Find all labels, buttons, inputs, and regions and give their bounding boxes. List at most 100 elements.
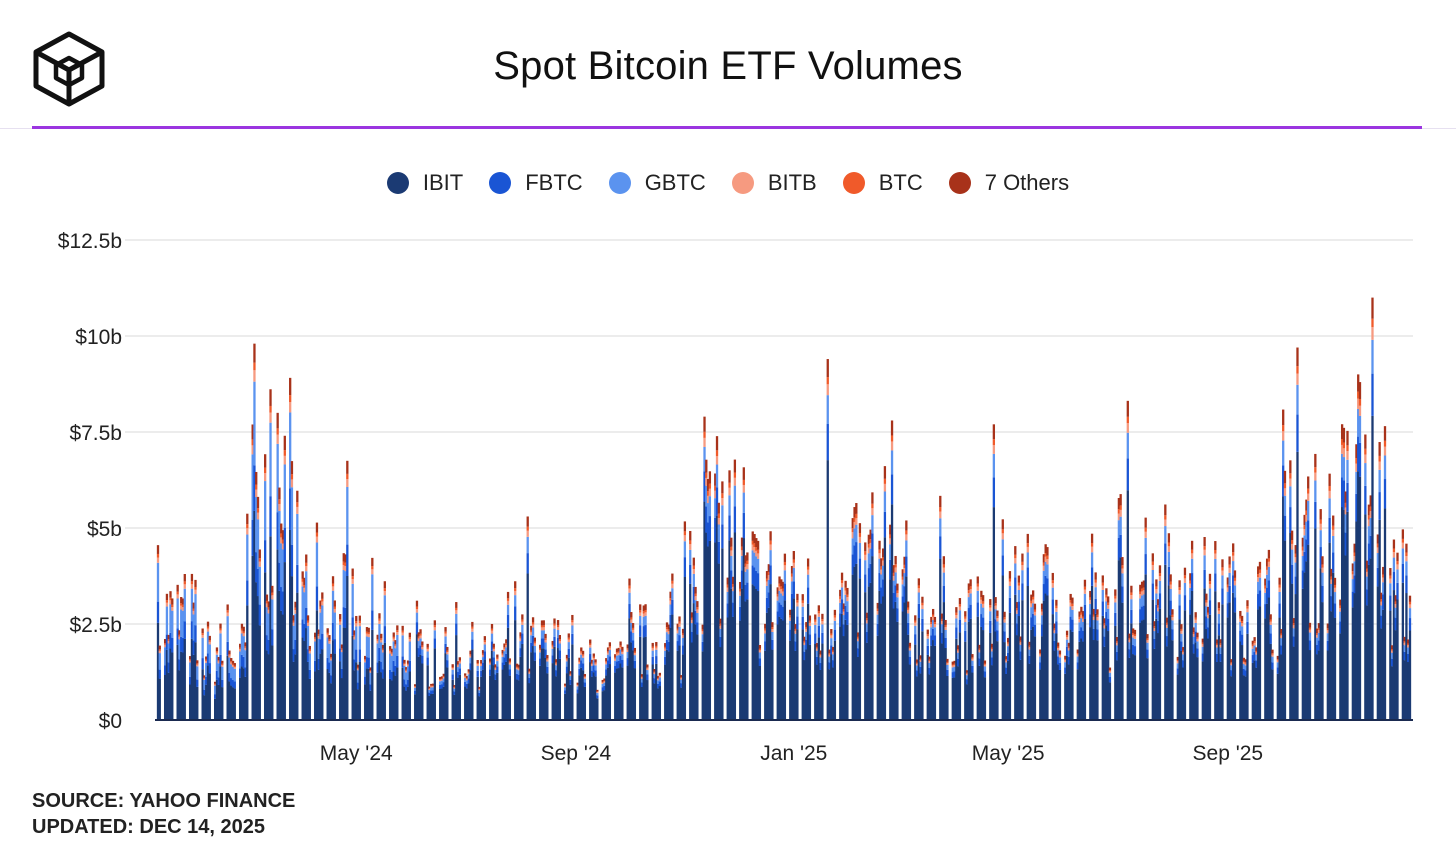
legend-item-bitb[interactable]: BITB — [731, 170, 817, 196]
bar-segment-7-others — [1264, 578, 1267, 586]
bar-segment-btc — [589, 643, 592, 646]
bar-segment-bitb — [608, 647, 612, 651]
bar-segment-ibit — [419, 654, 422, 720]
bar-segment-fbtc — [1271, 662, 1274, 670]
bar-segment-btc — [742, 479, 745, 485]
bar-segment-gbtc — [264, 481, 267, 541]
bar-segment-fbtc — [833, 629, 837, 641]
bar-segment-ibit — [889, 579, 892, 720]
bar-segment-bitb — [771, 629, 774, 632]
bar-segment-gbtc — [1332, 535, 1335, 553]
bar-segment-7-others — [619, 641, 622, 646]
bar-segment-7-others — [1330, 568, 1333, 577]
bar-segment-bitb — [189, 660, 192, 663]
bar-segment-fbtc — [383, 626, 386, 643]
bar-segment-7-others — [1371, 297, 1374, 319]
legend-swatch-gbtc — [608, 172, 631, 194]
bar-segment-fbtc — [242, 656, 245, 669]
bar-segment-bitb — [1157, 607, 1160, 612]
bar-segment-ibit — [1242, 675, 1246, 720]
legend-item-gbtc[interactable]: GBTC — [608, 170, 706, 196]
bar-segment-btc — [296, 502, 299, 507]
bar-segment-btc — [383, 588, 386, 592]
bar-segment-gbtc — [765, 585, 769, 598]
bar-segment-gbtc — [567, 642, 570, 650]
bar-segment-ibit — [726, 617, 729, 720]
bar-segment-7-others — [701, 624, 704, 630]
bar-segment-bitb — [1130, 595, 1133, 600]
bar-segment-bitb — [171, 607, 174, 611]
bar-segment-ibit — [940, 643, 944, 720]
bar-segment-ibit — [176, 644, 179, 720]
bar-segment-btc — [405, 669, 408, 671]
bar-segment-fbtc — [1305, 539, 1308, 562]
bar-segment-gbtc — [481, 657, 485, 663]
bar-segment-btc — [1046, 555, 1049, 560]
bar-segment-fbtc — [1132, 644, 1135, 655]
bar-segment-btc — [1126, 416, 1129, 424]
bar-segment-fbtc — [239, 668, 242, 678]
bar-segment-gbtc — [733, 485, 737, 507]
bar-segment-gbtc — [780, 593, 783, 605]
bar-segment-gbtc — [855, 524, 858, 543]
bar-segment-7-others — [1240, 615, 1244, 622]
bar-segment-fbtc — [1232, 575, 1235, 593]
bar-segment-7-others — [665, 622, 669, 628]
bar-segment-btc — [1053, 628, 1056, 631]
bar-segment-bitb — [689, 544, 692, 550]
bar-segment-gbtc — [678, 626, 681, 636]
bar-segment-7-others — [1326, 623, 1329, 629]
bar-segment-fbtc — [1083, 604, 1087, 620]
bar-segment-gbtc — [1094, 587, 1097, 599]
bar-segment-7-others — [403, 659, 406, 663]
bar-segment-fbtc — [1267, 580, 1271, 598]
bar-segment-7-others — [1189, 573, 1192, 581]
bar-segment-btc — [1044, 553, 1047, 557]
bar-segment-fbtc — [376, 662, 379, 673]
bar-segment-btc — [1276, 659, 1279, 661]
bar-segment-7-others — [167, 634, 170, 640]
bar-segment-7-others — [228, 650, 231, 655]
bar-segment-ibit — [806, 603, 810, 720]
bar-segment-btc — [358, 620, 361, 623]
bar-segment-bitb — [1028, 647, 1031, 650]
bar-segment-btc — [578, 660, 581, 663]
legend-item-btc[interactable]: BTC — [842, 170, 923, 196]
bar-segment-bitb — [708, 488, 712, 497]
legend-label-bitb: BITB — [767, 170, 817, 195]
bar-segment-btc — [581, 654, 585, 656]
bar-segment-7-others — [1215, 639, 1219, 644]
bar-segment-fbtc — [790, 593, 794, 610]
bar-segment-gbtc — [789, 620, 792, 630]
bar-segment-7-others — [528, 668, 531, 672]
bar-segment-ibit — [583, 686, 587, 720]
bar-segment-gbtc — [805, 631, 808, 640]
bar-segment-bitb — [546, 659, 549, 662]
bar-segment-bitb — [901, 579, 904, 585]
legend-item-fbtc[interactable]: FBTC — [489, 170, 583, 196]
bar-segment-bitb — [165, 602, 169, 607]
bar-segment-btc — [430, 685, 433, 687]
bar-segment-ibit — [1307, 544, 1310, 720]
bar-segment-gbtc — [530, 635, 533, 643]
bar-segment-btc — [505, 643, 508, 645]
bar-segment-bitb — [294, 610, 297, 614]
bar-segment-ibit — [840, 613, 844, 720]
legend-item-ibit[interactable]: IBIT — [386, 170, 463, 196]
bar-segment-7-others — [664, 643, 667, 647]
bar-segment-bitb — [696, 609, 699, 614]
bar-segment-ibit — [908, 664, 912, 720]
bar-segment-fbtc — [601, 687, 604, 692]
legend-item-others[interactable]: 7 Others — [948, 170, 1069, 196]
bar-segment-7-others — [271, 585, 274, 593]
bar-segment-ibit — [1269, 643, 1272, 720]
bar-segment-bitb — [1139, 594, 1142, 599]
bar-segment-ibit — [1030, 629, 1033, 720]
bar-segment-ibit — [390, 680, 394, 720]
bar-segment-ibit — [715, 515, 719, 720]
bar-segment-ibit — [992, 507, 996, 720]
bar-segment-ibit — [1057, 664, 1060, 720]
bar-segment-7-others — [755, 538, 758, 548]
bar-segment-gbtc — [871, 515, 874, 534]
bar-segment-ibit — [376, 672, 379, 720]
